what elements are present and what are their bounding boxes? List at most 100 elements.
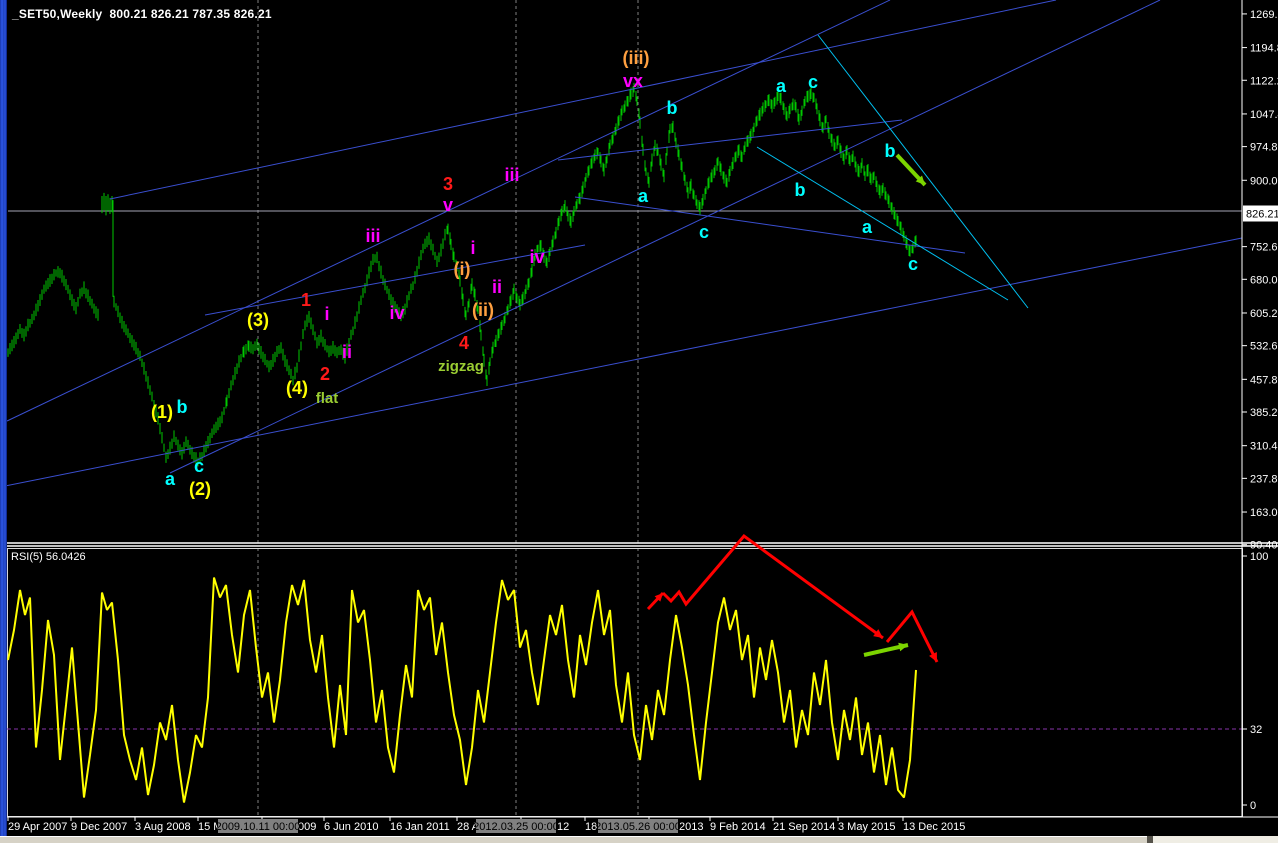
wave-label[interactable]: 2 [320,364,330,384]
red-arrow-head[interactable] [929,652,937,662]
time-axis-label: 29 Apr 2007 [8,821,67,833]
rsi-panel-border [7,548,1243,817]
wave-label[interactable]: i [470,238,475,258]
price-axis-label: 605.20 [1250,308,1278,320]
wave-label[interactable]: (iii) [623,48,650,68]
trendline[interactable] [109,0,1057,200]
trendline[interactable] [6,0,891,422]
rsi-axis-label: 0 [1250,800,1256,812]
wave-label[interactable]: iii [504,165,519,185]
red-arrow-head[interactable] [873,629,883,638]
wave-label[interactable]: a [165,469,176,489]
trendline[interactable] [0,237,1243,488]
time-axis-label: 2013 [679,821,703,833]
price-axis-label: 900.00 [1250,175,1278,187]
wave-label[interactable]: c [908,254,918,274]
time-axis-label: 3 May 2015 [838,821,895,833]
time-axis-label: 9 Dec 2007 [71,821,127,833]
price-axis-label: 163.00 [1250,507,1278,519]
wave-label[interactable]: (i) [454,259,471,279]
wave-label[interactable]: ii [342,342,352,362]
time-axis-label: 009 [298,821,316,833]
trendline[interactable] [817,34,1029,309]
wave-label[interactable]: (ii) [472,300,494,320]
date-tooltip-text: 2009.10.11 00:00 [216,821,301,833]
wave-label[interactable]: flat [316,390,339,407]
time-axis-label: 15 M [198,821,222,833]
window-bottom-edge [0,836,1278,843]
wave-label[interactable]: b [667,98,678,118]
price-axis-label: 1269.60 [1250,9,1278,21]
rsi-line [7,577,917,803]
wave-label[interactable]: (1) [151,402,173,422]
time-axis-label: 6 Jun 2010 [324,821,378,833]
trendline[interactable] [204,244,586,316]
price-axis-label: 1122.20 [1250,75,1278,87]
time-axis-label: 13 Dec 2015 [903,821,965,833]
wave-label[interactable]: 1 [301,290,311,310]
wave-label[interactable]: b [885,141,896,161]
green-arrow-head[interactable] [898,642,908,652]
window-bottom-edge-right [1153,836,1278,843]
wave-label[interactable]: iii [365,226,380,246]
date-tooltip [218,819,298,833]
wave-label[interactable]: v [443,195,453,215]
time-axis-label: 16 Jan 2011 [390,821,450,833]
window-bottom-notch [1147,836,1153,843]
wave-label[interactable]: a [862,217,873,237]
wave-label[interactable]: i [324,304,329,324]
price-axis-label: 680.00 [1250,274,1278,286]
wave-label[interactable]: c [808,72,818,92]
trendline[interactable] [557,119,903,161]
time-axis-label: 3 Aug 2008 [135,821,191,833]
price-axis-label: 1047.40 [1250,109,1278,121]
trendline[interactable] [756,146,1009,301]
wave-label[interactable]: c [699,222,709,242]
price-axis-label: 385.20 [1250,407,1278,419]
price-axis-label: 1194.80 [1250,43,1278,55]
wave-label[interactable]: 3 [443,174,453,194]
date-tooltip-text: 2012.03.25 00:00 [473,821,559,833]
wave-label[interactable]: iv [529,247,544,267]
wave-label[interactable]: a [638,186,649,206]
red-trend-polyline[interactable] [885,609,939,663]
wave-label[interactable]: a [776,76,787,96]
price-axis-label: 752.60 [1250,242,1278,254]
date-tooltip [476,819,556,833]
current-price-tag [1243,205,1278,222]
rsi-axis-label: 32 [1250,724,1262,736]
time-axis-label: 21 Sep 2014 [773,821,835,833]
date-tooltip [598,819,678,833]
date-tooltip-text: 2013.05.26 00:00 [595,821,681,833]
rsi-axis-label: 100 [1250,551,1268,563]
price-axis-label: 532.60 [1250,341,1278,353]
wave-label[interactable]: b [795,180,806,200]
wave-label[interactable]: ii [492,277,502,297]
price-axis-label: 237.80 [1250,473,1278,485]
price-axis-label: 90.40 [1250,540,1278,552]
wave-label[interactable]: b [177,397,188,417]
trendline[interactable] [169,0,1161,474]
wave-label[interactable]: vx [623,71,643,91]
red-trend-polyline[interactable] [661,533,884,640]
trendline[interactable] [574,196,966,254]
time-axis-label: 12 [557,821,569,833]
price-axis-label: 457.80 [1250,374,1278,386]
current-price-tag-text: 826.21 [1246,209,1278,221]
red-arrow-head[interactable] [654,593,663,602]
wave-label[interactable]: c [194,456,204,476]
price-axis-label: 310.40 [1250,441,1278,453]
wave-label[interactable]: (2) [189,479,211,499]
rsi-indicator-label: RSI(5) 56.0426 [11,551,86,563]
window-left-border [0,0,7,843]
wave-label[interactable]: 4 [459,333,469,353]
chart-title: _SET50,Weekly 800.21 826.21 787.35 826.2… [12,7,272,21]
wave-label[interactable]: zigzag [438,358,484,375]
price-axis-label: 974.80 [1250,142,1278,154]
wave-label[interactable]: (4) [286,378,308,398]
wave-label[interactable]: iv [389,303,404,323]
wave-label[interactable]: (3) [247,310,269,330]
green-arrow-head[interactable] [915,175,925,185]
